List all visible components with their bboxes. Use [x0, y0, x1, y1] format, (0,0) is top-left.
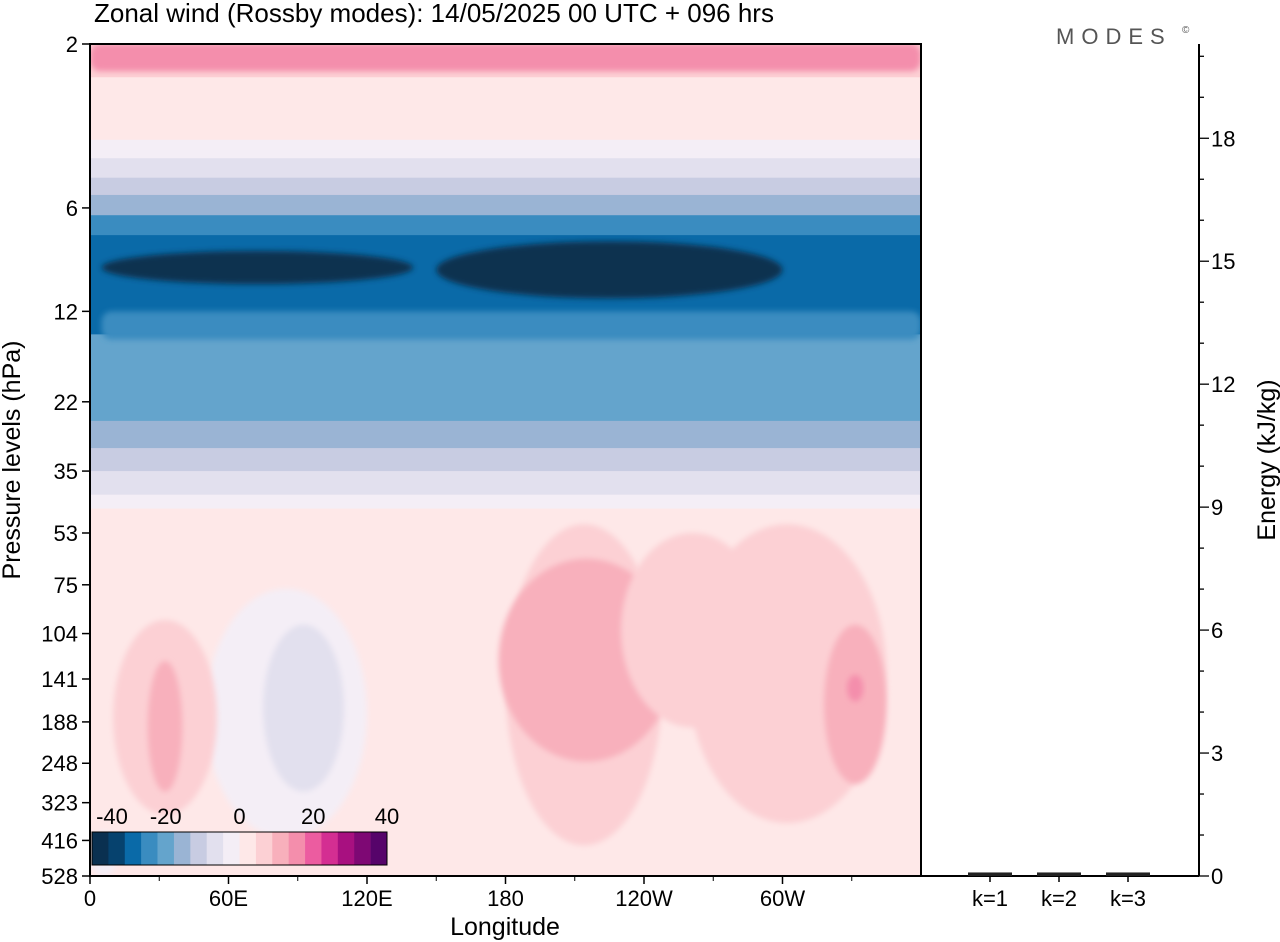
colorbar-swatch: [173, 832, 191, 865]
pressure-tick-label: 22: [54, 390, 78, 415]
wind-feature-6: [263, 624, 344, 792]
colorbar-swatch: [370, 832, 388, 865]
energy-tick-label: 0: [1211, 864, 1223, 889]
band-9: [90, 334, 921, 422]
pressure-tick-label: 323: [41, 791, 78, 816]
band-3: [90, 139, 921, 159]
band-11: [90, 448, 921, 472]
wind-feature-3: [101, 311, 921, 340]
longitude-tick-label: 120E: [341, 886, 392, 911]
colorbar-swatch: [223, 832, 240, 865]
energy-category-label: k=3: [1110, 886, 1146, 911]
zonal-wind-cross-section: [90, 44, 921, 876]
energy-tick-label: 15: [1211, 249, 1235, 274]
colorbar-swatch: [337, 832, 355, 865]
energy-bar: [968, 872, 1012, 876]
energy-category-label: k=1: [972, 886, 1008, 911]
colorbar-tick-label: 40: [375, 804, 399, 829]
band-5: [90, 177, 921, 196]
energy-tick-label: 3: [1211, 741, 1223, 766]
colorbar-swatch: [305, 832, 322, 865]
wind-feature-13: [824, 624, 887, 784]
longitude-tick-label: 60W: [760, 886, 805, 911]
energy-category-label: k=2: [1041, 886, 1077, 911]
pressure-tick-label: 528: [41, 864, 78, 889]
longitude-tick-label: 180: [487, 886, 524, 911]
longitude-tick-label: 0: [84, 886, 96, 911]
longitude-axis: 0 60E 120E 180 120W 60W: [84, 876, 853, 911]
brand-logo: MODES: [1056, 24, 1172, 49]
pressure-tick-label: 2: [66, 32, 78, 57]
energy-tick-label: 6: [1211, 618, 1223, 643]
colorbar-swatch: [141, 832, 158, 865]
energy-axis-label: Energy (kJ/kg): [1253, 379, 1280, 540]
band-2: [90, 118, 921, 141]
pressure-tick-label: 53: [54, 521, 78, 546]
energy-bar: [1106, 872, 1150, 876]
wind-feature-8: [147, 661, 183, 792]
wind-feature-0: [90, 44, 921, 72]
energy-tick-label: 9: [1211, 495, 1223, 520]
colorbar-swatch: [157, 832, 175, 865]
band-4: [90, 158, 921, 179]
brand-mark: ©: [1182, 25, 1190, 36]
energy-tick-label: 12: [1211, 372, 1235, 397]
band-6: [90, 194, 921, 216]
pressure-axis: 2 6 12 22 35 53 75 104 141 188 248 323 416 528: [41, 32, 90, 889]
pressure-tick-label: 416: [41, 828, 78, 853]
longitude-tick-label: 60E: [209, 886, 248, 911]
colorbar-swatch: [190, 832, 208, 865]
energy-bar: [1037, 872, 1081, 876]
colorbar-swatch: [108, 832, 126, 865]
colorbar-tick-label: -20: [150, 804, 182, 829]
wind-feature-2: [436, 241, 783, 299]
colorbar-swatch: [206, 832, 224, 865]
chart-title: Zonal wind (Rossby modes): 14/05/2025 00…: [94, 0, 774, 28]
colorbar-tick-label: 20: [301, 804, 325, 829]
colorbar-tick-label: 0: [233, 804, 245, 829]
energy-axis: 0 3 6 9 12 15 18: [1198, 44, 1235, 889]
colorbar-swatch: [92, 832, 109, 865]
pressure-tick-label: 75: [54, 573, 78, 598]
pressure-axis-label: Pressure levels (hPa): [0, 341, 26, 580]
longitude-axis-label: Longitude: [450, 913, 560, 941]
band-12: [90, 471, 921, 496]
pressure-tick-label: 141: [41, 667, 78, 692]
colorbar-swatch: [288, 832, 306, 865]
pressure-tick-label: 12: [54, 299, 78, 324]
colorbar-swatch: [272, 832, 289, 865]
colorbar-tick-label: -40: [96, 804, 128, 829]
colorbar-swatch: [321, 832, 339, 865]
band-10: [90, 420, 921, 449]
colorbar-frame: [91, 831, 388, 866]
colorbar-legend: -40 -20 0 20 40: [91, 804, 399, 866]
energy-tick-label: 18: [1211, 126, 1235, 151]
colorbar-swatch: [124, 832, 142, 865]
energy-bar-chart: k=1 k=2 k=3: [921, 872, 1199, 911]
longitude-tick-label: 120W: [615, 886, 673, 911]
colorbar-swatch: [239, 832, 257, 865]
pressure-tick-label: 248: [41, 751, 78, 776]
band-13: [90, 494, 921, 510]
pressure-tick-label: 104: [41, 622, 78, 647]
band-1: [90, 77, 921, 120]
band-7: [90, 215, 921, 236]
colorbar-swatch: [255, 832, 273, 865]
pressure-tick-label: 35: [54, 459, 78, 484]
pressure-tick-label: 188: [41, 710, 78, 735]
wind-feature-1: [101, 250, 414, 285]
wind-feature-14: [847, 674, 864, 702]
colorbar-swatch: [354, 832, 371, 865]
pressure-tick-label: 6: [66, 196, 78, 221]
